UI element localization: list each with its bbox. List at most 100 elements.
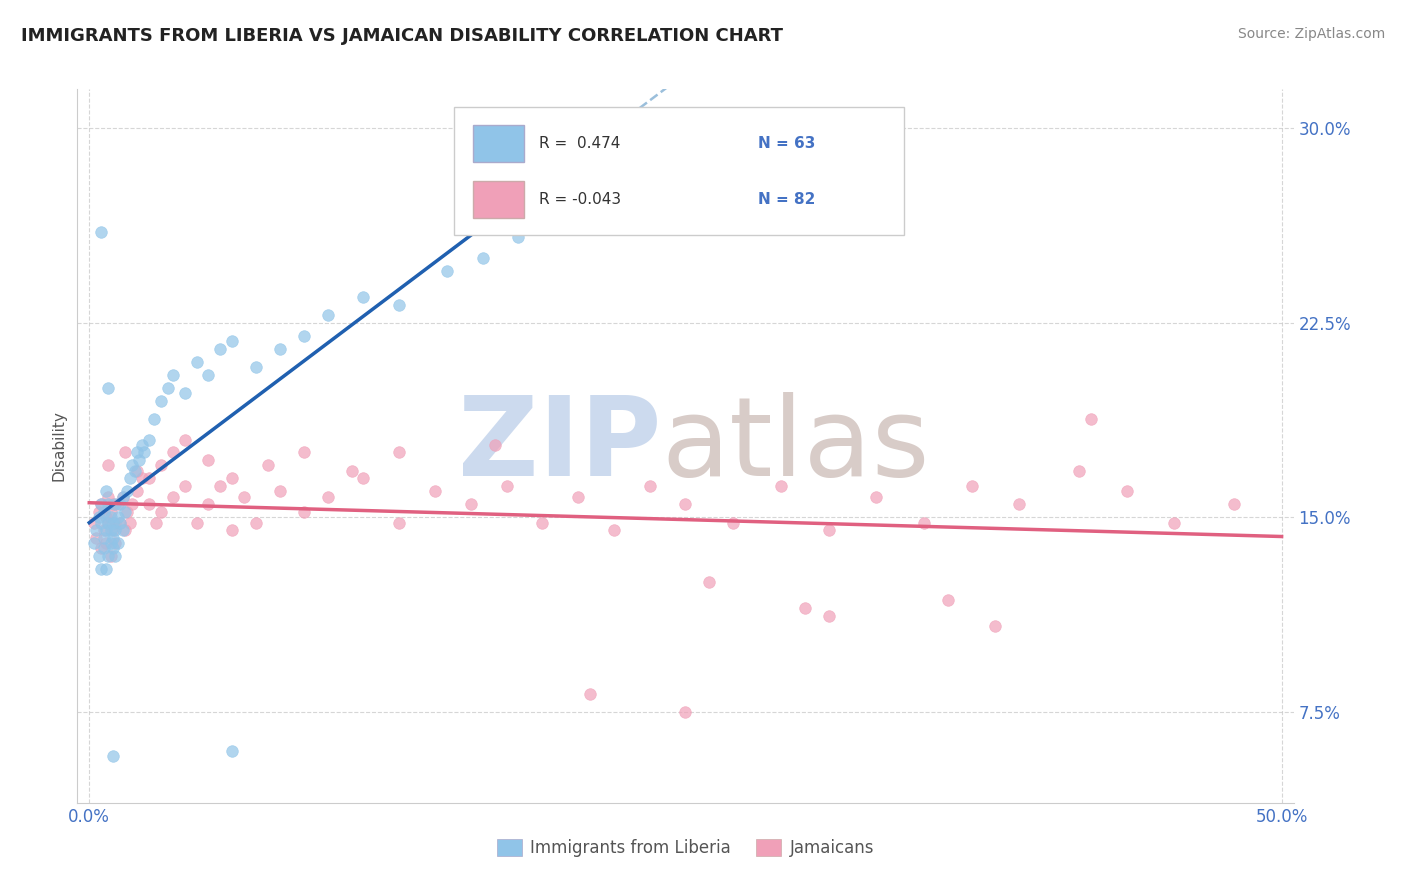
Point [83, 536, 105, 550]
Point [292, 505, 315, 519]
Point [125, 484, 148, 499]
Point [121, 497, 143, 511]
Point [186, 354, 208, 368]
Point [138, 433, 160, 447]
Point [697, 575, 720, 590]
Point [353, 471, 375, 485]
Point [117, 505, 139, 519]
Point [209, 479, 232, 493]
Point [245, 516, 267, 530]
Point [1223, 497, 1246, 511]
Point [90, 562, 112, 576]
Point [94, 510, 117, 524]
Point [1080, 411, 1102, 425]
Point [121, 458, 143, 473]
Point [100, 536, 122, 550]
Point [110, 497, 132, 511]
Point [162, 490, 184, 504]
Point [292, 328, 315, 343]
Point [97, 516, 120, 530]
Point [388, 445, 411, 459]
Point [104, 497, 127, 511]
Point [101, 531, 124, 545]
Point [138, 471, 160, 485]
Point [101, 516, 124, 530]
Text: IMMIGRANTS FROM LIBERIA VS JAMAICAN DISABILITY CORRELATION CHART: IMMIGRANTS FROM LIBERIA VS JAMAICAN DISA… [21, 27, 783, 45]
Point [484, 438, 506, 452]
Point [675, 497, 697, 511]
Point [579, 687, 602, 701]
Point [865, 490, 887, 504]
Point [423, 484, 446, 499]
Point [567, 490, 589, 504]
Point [149, 393, 172, 408]
Point [340, 464, 363, 478]
Point [460, 497, 482, 511]
Point [90, 516, 112, 530]
Y-axis label: Disability: Disability [51, 410, 66, 482]
FancyBboxPatch shape [454, 107, 904, 235]
Point [1067, 464, 1090, 478]
Point [93, 505, 115, 519]
Point [221, 744, 243, 758]
Point [131, 471, 153, 485]
Point [221, 471, 243, 485]
FancyBboxPatch shape [472, 181, 523, 219]
Point [97, 458, 120, 473]
Point [197, 453, 219, 467]
Point [142, 411, 165, 425]
Point [388, 297, 411, 311]
Point [138, 497, 160, 511]
Point [118, 471, 141, 485]
Point [233, 490, 256, 504]
Point [471, 251, 494, 265]
Point [197, 368, 219, 382]
Point [292, 445, 315, 459]
Point [90, 541, 112, 556]
Point [93, 531, 115, 545]
Point [93, 541, 115, 556]
Point [111, 524, 134, 538]
Point [114, 445, 136, 459]
Point [388, 516, 411, 530]
Point [124, 464, 146, 478]
Point [209, 342, 232, 356]
Point [97, 490, 120, 504]
Point [97, 516, 120, 530]
Point [1163, 516, 1185, 530]
Point [94, 524, 117, 538]
Text: atlas: atlas [661, 392, 929, 500]
Point [86, 531, 108, 545]
Point [87, 510, 110, 524]
Point [100, 510, 122, 524]
Text: R =  0.474: R = 0.474 [540, 136, 621, 151]
Point [90, 225, 112, 239]
Point [221, 524, 243, 538]
Point [101, 749, 124, 764]
Point [316, 490, 339, 504]
Point [104, 549, 127, 564]
Point [100, 524, 122, 538]
Point [353, 290, 375, 304]
Point [97, 497, 120, 511]
Point [107, 536, 129, 550]
Point [94, 484, 117, 499]
Point [316, 308, 339, 322]
Point [83, 516, 105, 530]
Point [221, 334, 243, 348]
Legend: Immigrants from Liberia, Jamaicans: Immigrants from Liberia, Jamaicans [492, 834, 879, 863]
Text: N = 82: N = 82 [758, 193, 815, 207]
Point [173, 433, 195, 447]
Point [90, 497, 112, 511]
Point [111, 490, 134, 504]
Point [128, 453, 150, 467]
Point [110, 516, 132, 530]
Point [101, 541, 124, 556]
Point [111, 490, 134, 504]
Point [960, 479, 983, 493]
Point [93, 524, 115, 538]
Point [156, 381, 179, 395]
Point [86, 524, 108, 538]
Point [984, 619, 1007, 633]
Point [531, 516, 554, 530]
